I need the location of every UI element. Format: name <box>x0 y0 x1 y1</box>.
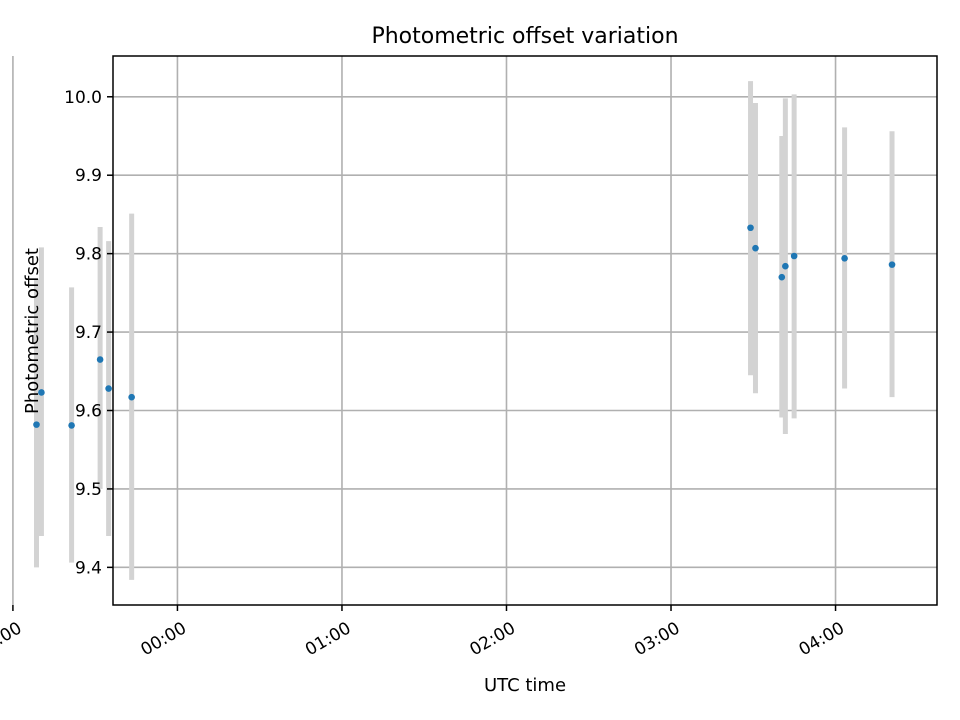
data-point <box>752 244 759 252</box>
data-point <box>782 262 789 270</box>
y-tick-label: 9.8 <box>75 245 102 265</box>
x-axis-label: UTC time <box>484 675 566 696</box>
chart-title: Photometric offset variation <box>371 24 678 49</box>
y-tick-label: 10.0 <box>64 88 102 108</box>
data-point <box>778 273 786 281</box>
data-points <box>33 224 896 429</box>
data-point <box>888 261 896 268</box>
y-tick-label: 9.9 <box>75 166 102 186</box>
data-point <box>841 255 848 262</box>
data-point <box>128 393 135 401</box>
y-tick-label: 9.7 <box>75 323 102 343</box>
data-point <box>96 356 104 363</box>
data-point <box>747 224 754 232</box>
y-tick-label: 9.4 <box>75 558 102 578</box>
data-point <box>38 389 45 396</box>
data-point <box>105 385 112 392</box>
plot-frame <box>112 55 938 606</box>
y-axis-label: Photometric offset <box>22 248 43 414</box>
data-point <box>790 252 798 260</box>
y-tick-label: 9.5 <box>75 480 102 500</box>
y-tick-label: 9.6 <box>75 401 102 421</box>
grid-lines <box>12 56 937 605</box>
data-point <box>68 422 75 429</box>
data-point <box>33 421 40 428</box>
